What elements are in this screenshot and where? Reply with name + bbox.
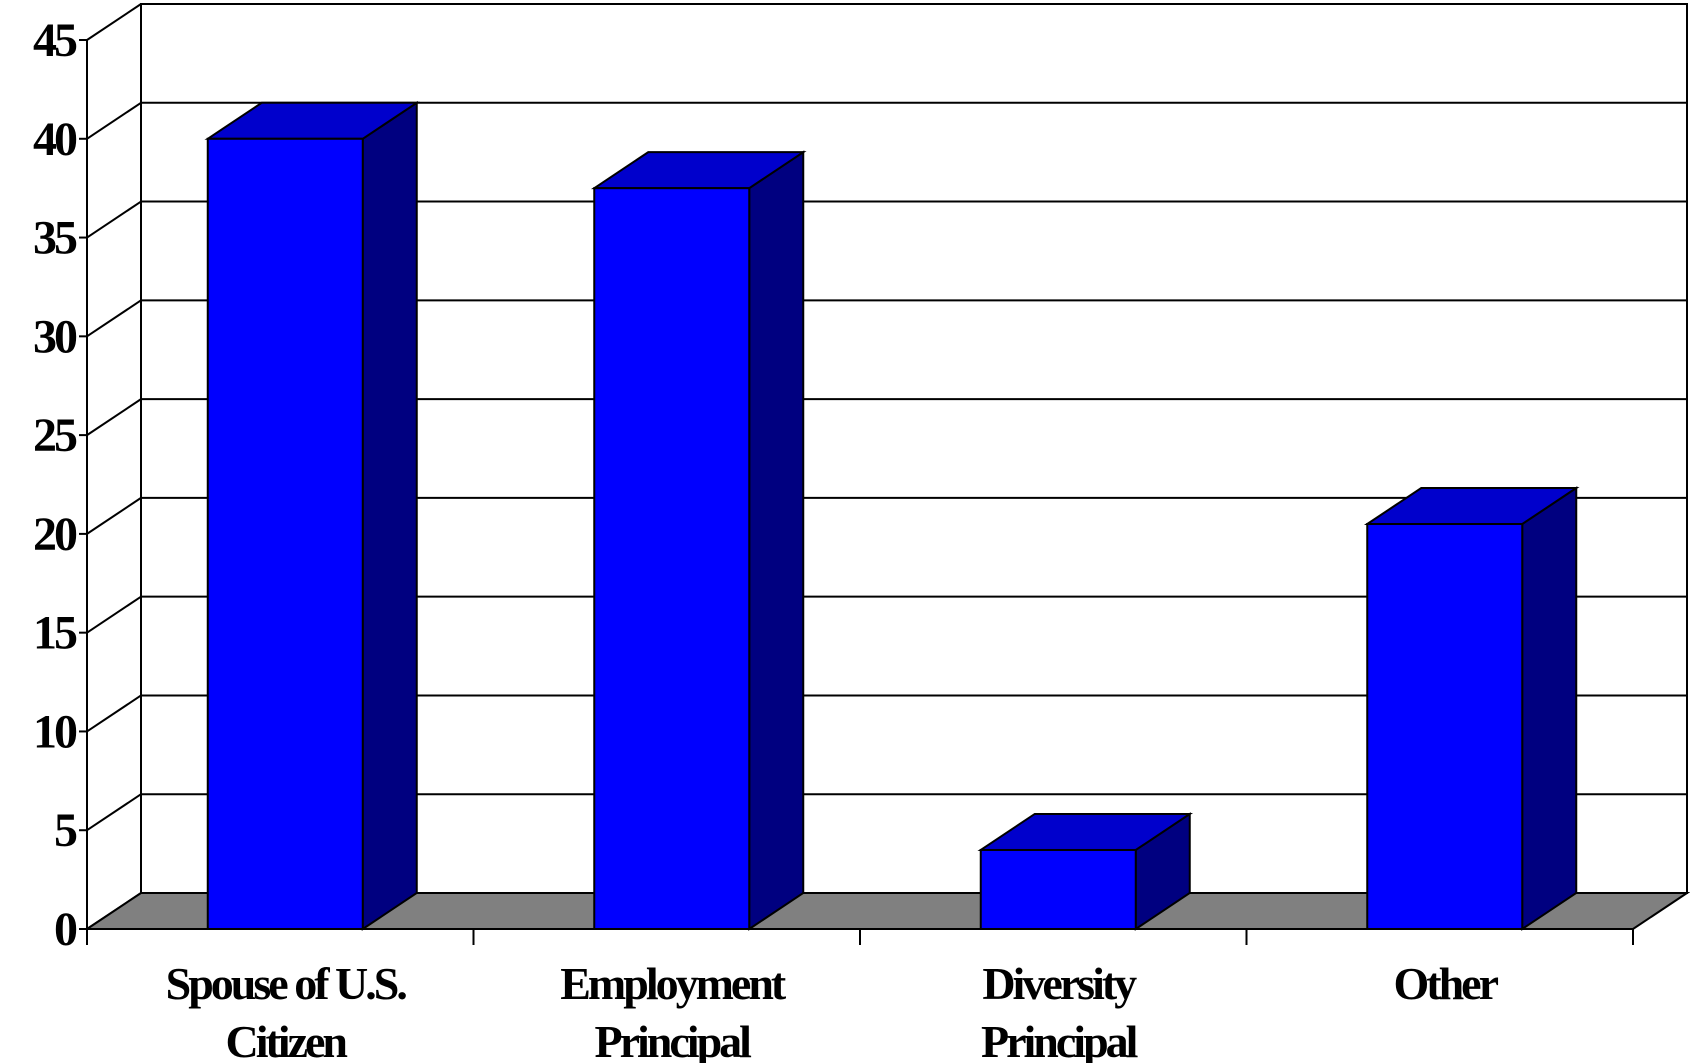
bar-side (361, 100, 418, 931)
y-tick-label: 35 (33, 212, 77, 265)
y-tick-label: 45 (33, 14, 77, 67)
bar (206, 137, 364, 930)
y-tick-label: 0 (54, 903, 77, 956)
x-category-label: Principal (981, 1016, 1138, 1063)
bar-side (748, 150, 805, 931)
y-tick-label: 5 (54, 804, 77, 857)
side-wall-tick (86, 3, 142, 41)
x-axis-category-labels: Spouse of U.S. Citizen Employment Principal… (166, 958, 1502, 1063)
bar (593, 187, 751, 930)
x-category-label: Spouse of U.S. (166, 958, 407, 1009)
x-category-label: Citizen (225, 1016, 347, 1063)
y-tick-label: 25 (33, 409, 77, 462)
side-wall-tick (86, 299, 142, 338)
y-tick-label: 20 (33, 508, 77, 561)
y-axis-tick-labels: 0 5 10 15 20 25 30 35 40 45 (33, 14, 80, 956)
side-wall-tick (86, 101, 142, 140)
x-category-label: Principal (595, 1016, 752, 1063)
y-tick-label: 30 (33, 310, 77, 363)
x-category-label: Diversity (982, 958, 1137, 1009)
bar-side (1521, 486, 1578, 931)
axes (79, 4, 1634, 945)
bar (1366, 523, 1524, 930)
y-tick-label: 40 (33, 113, 77, 166)
side-wall-tick (86, 200, 142, 239)
x-category-label: Other (1393, 958, 1498, 1009)
side-wall-tick (86, 497, 142, 535)
y-tick-label: 15 (33, 607, 77, 660)
y-tick-label: 10 (33, 705, 77, 758)
x-category-label: Employment (560, 958, 787, 1009)
bars (204, 100, 1580, 931)
side-wall-tick (86, 694, 142, 733)
bar (979, 848, 1137, 931)
side-wall-tick (86, 398, 142, 436)
side-wall-tick (86, 595, 142, 634)
side-wall-tick (86, 793, 142, 832)
